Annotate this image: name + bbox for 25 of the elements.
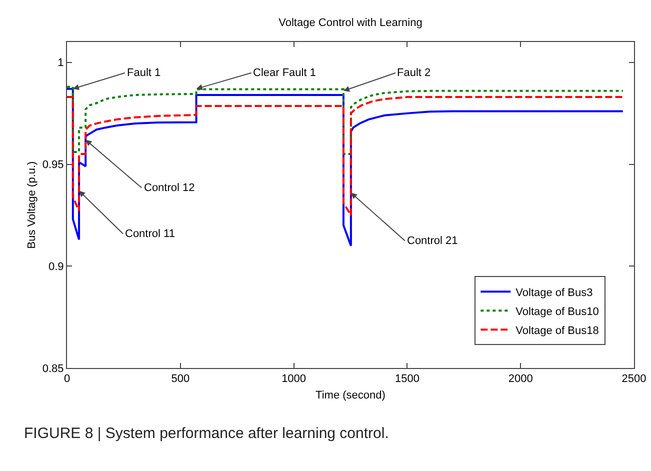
annotation: Fault 1 xyxy=(127,67,161,79)
y-tick-label: 0.85 xyxy=(42,362,64,375)
line-series xyxy=(67,86,624,156)
y-tick-label: 0.95 xyxy=(42,159,64,172)
chart-title: Voltage Control with Learning xyxy=(278,16,422,29)
y-axis-title: Bus Voltage (p.u.) xyxy=(26,161,38,249)
x-tick-label: 500 xyxy=(171,373,190,386)
legend-label: Voltage of Bus18 xyxy=(516,324,599,337)
legend-label: Voltage of Bus10 xyxy=(516,306,599,318)
y-tick-label: 0.9 xyxy=(48,260,64,273)
annotation: Control 11 xyxy=(125,228,175,240)
caption: FIGURE 8 | System performance after learning control. xyxy=(24,425,389,442)
annotation: Control 21 xyxy=(407,235,458,247)
annotation: Clear Fault 1 xyxy=(253,67,316,79)
x-tick-label: 2000 xyxy=(508,373,533,386)
x-tick-label: 2500 xyxy=(622,373,646,386)
annotation: Fault 2 xyxy=(397,67,431,79)
legend-label: Voltage of Bus3 xyxy=(516,286,593,299)
line-series xyxy=(67,96,624,216)
annotation: Control 12 xyxy=(144,182,195,194)
x-tick-label: 0 xyxy=(64,373,70,386)
x-tick-label: 1500 xyxy=(394,373,420,386)
x-tick-label: 1000 xyxy=(282,373,306,386)
y-tick-label: 1 xyxy=(58,57,64,70)
x-axis-title: Time (second) xyxy=(316,389,386,402)
